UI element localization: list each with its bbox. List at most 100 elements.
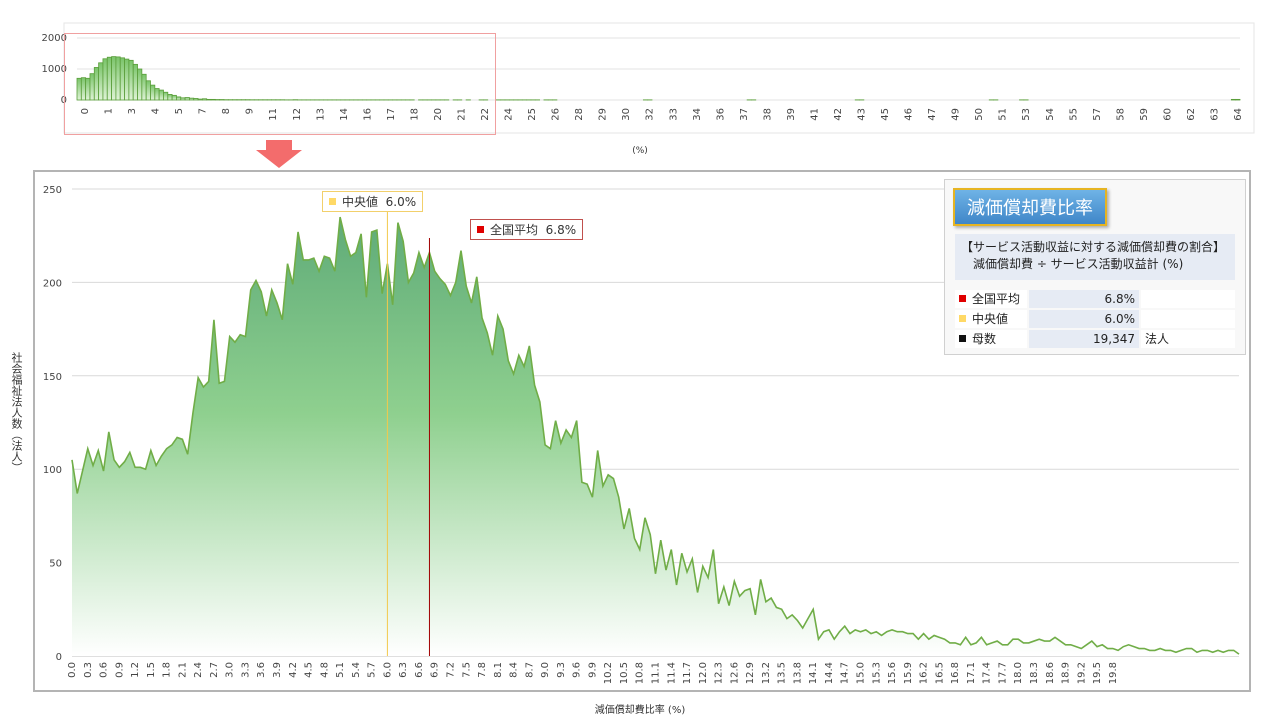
detail-x-tick-label: 1.5: [146, 662, 157, 678]
detail-x-tick-label: 9.0: [540, 662, 551, 678]
detail-x-tick-label: 8.7: [524, 662, 535, 678]
overview-x-tick-label: 21: [456, 108, 467, 121]
overview-x-tick-label: 0: [80, 108, 91, 114]
detail-y-tick-label: 50: [49, 559, 62, 570]
detail-x-tick-label: 10.2: [603, 662, 614, 684]
overview-x-tick-label: 63: [1209, 108, 1220, 121]
stat-mean-swatch: [959, 295, 966, 302]
overview-x-tick-label: 28: [574, 108, 585, 121]
overview-x-tick-label: 32: [645, 108, 656, 121]
detail-x-tick-label: 7.5: [461, 662, 472, 678]
overview-x-tick-label: 58: [1115, 108, 1126, 121]
stat-count-label: 母数: [972, 332, 997, 346]
detail-y-axis-label: 社会福祉法人数（法人）: [10, 352, 23, 473]
detail-x-tick-label: 3.6: [256, 662, 267, 678]
detail-x-tick-label: 2.1: [177, 662, 188, 678]
area-series-line: [71, 216, 1240, 655]
detail-x-tick-label: 7.2: [445, 662, 456, 678]
overview-x-tick-label: 30: [621, 108, 632, 121]
overview-y-tick-label: 0: [61, 95, 67, 106]
overview-x-tick-label: 5: [174, 108, 185, 114]
detail-x-tick-label: 15.9: [903, 662, 914, 684]
stat-row-median: 中央値 6.0%: [955, 310, 1235, 328]
detail-x-tick-label: 19.5: [1092, 662, 1103, 684]
detail-x-tick-label: 4.5: [304, 662, 315, 678]
overview-y-tick-label: 2000: [42, 33, 67, 44]
overview-bar: [1235, 98, 1241, 101]
stat-mean-unit: [1141, 290, 1235, 308]
detail-x-tick-label: 5.1: [335, 662, 346, 678]
detail-x-tick-label: 17.7: [997, 662, 1008, 684]
detail-x-tick-label: 11.4: [666, 662, 677, 684]
overview-x-tick-label: 55: [1068, 108, 1079, 121]
overview-x-tick-label: 50: [974, 108, 985, 121]
detail-y-tick-label: 0: [56, 652, 62, 663]
overview-x-tick-label: 54: [1045, 108, 1056, 121]
overview-x-tick-label: 49: [951, 108, 962, 121]
detail-x-tick-label: 9.6: [572, 662, 583, 678]
detail-x-tick-label: 8.1: [493, 662, 504, 678]
definition-line-2: 減価償却費 ÷ サービス活動収益計 (%): [973, 257, 1184, 271]
detail-y-tick-label: 250: [43, 185, 62, 196]
overview-x-tick-label: 16: [362, 108, 373, 121]
stat-count-swatch: [959, 335, 966, 342]
detail-x-axis-label: 減価償却費比率 (%): [594, 705, 686, 716]
detail-x-tick-label: 4.2: [288, 662, 299, 678]
detail-x-tick-label: 8.4: [509, 662, 520, 678]
overview-x-tick-label: 8: [221, 108, 232, 114]
stat-median-label: 中央値: [972, 312, 1009, 326]
stat-count-unit: 法人: [1141, 330, 1235, 348]
stat-row-count: 母数 19,347 法人: [955, 330, 1235, 348]
median-color-swatch: [329, 198, 336, 205]
detail-x-tick-label: 11.1: [651, 662, 662, 684]
definition-line-1: 【サービス活動収益に対する減価償却費の割合】: [961, 240, 1226, 254]
overview-x-tick-label: 22: [480, 108, 491, 121]
overview-y-tick-label: 1000: [42, 64, 67, 75]
detail-x-tick-label: 18.9: [1061, 662, 1072, 684]
overview-x-tick-label: 11: [268, 108, 279, 121]
zoom-arrow-icon: [256, 140, 302, 168]
detail-x-tick-label: 13.2: [761, 662, 772, 684]
stat-mean-value: 6.8%: [1029, 290, 1139, 308]
detail-x-tick-label: 19.2: [1076, 662, 1087, 684]
detail-x-tick-label: 18.0: [1013, 662, 1024, 684]
overview-x-tick-label: 36: [715, 108, 726, 121]
detail-x-tick-label: 17.1: [966, 662, 977, 684]
detail-x-tick-label: 1.8: [162, 662, 173, 678]
detail-x-tick-label: 2.4: [193, 662, 204, 678]
overview-x-tick-label: 45: [880, 108, 891, 121]
median-callout-label: 中央値: [342, 195, 379, 209]
overview-x-tick-label: 59: [1139, 108, 1150, 121]
overview-x-tick-label: 7: [198, 108, 209, 114]
detail-x-tick-label: 0.3: [83, 662, 94, 678]
mean-callout: 全国平均 6.8%: [470, 219, 584, 240]
overview-x-tick-label: 17: [386, 108, 397, 121]
mean-callout-label: 全国平均: [490, 223, 539, 237]
detail-x-tick-label: 0.0: [67, 662, 78, 678]
detail-x-tick-label: 4.8: [319, 662, 330, 678]
detail-x-tick-label: 13.5: [777, 662, 788, 684]
detail-x-tick-label: 9.9: [587, 662, 598, 678]
detail-x-tick-label: 5.4: [351, 662, 362, 678]
detail-x-tick-label: 3.9: [272, 662, 283, 678]
overview-x-axis-label: (%): [632, 146, 648, 156]
detail-x-tick-label: 16.8: [950, 662, 961, 684]
detail-x-tick-label: 10.5: [619, 662, 630, 684]
stat-median-unit: [1141, 310, 1235, 328]
overview-x-tick-label: 33: [668, 108, 679, 121]
detail-x-tick-label: 15.0: [856, 662, 867, 684]
detail-x-tick-label: 16.2: [919, 662, 930, 684]
detail-x-tick-label: 10.8: [635, 662, 646, 684]
overview-x-tick-label: 42: [833, 108, 844, 121]
detail-x-tick-label: 3.3: [240, 662, 251, 678]
stat-count-value: 19,347: [1029, 330, 1139, 348]
detail-x-tick-label: 15.3: [871, 662, 882, 684]
stat-mean-label: 全国平均: [972, 292, 1021, 306]
overview-x-tick-label: 14: [339, 108, 350, 121]
panel-definition: 【サービス活動収益に対する減価償却費の割合】 減価償却費 ÷ サービス活動収益計…: [955, 234, 1235, 280]
detail-x-tick-label: 14.1: [808, 662, 819, 684]
zoom-region-rectangle: [64, 33, 496, 135]
detail-x-tick-label: 19.8: [1108, 662, 1119, 684]
detail-y-tick-label: 200: [43, 278, 62, 289]
